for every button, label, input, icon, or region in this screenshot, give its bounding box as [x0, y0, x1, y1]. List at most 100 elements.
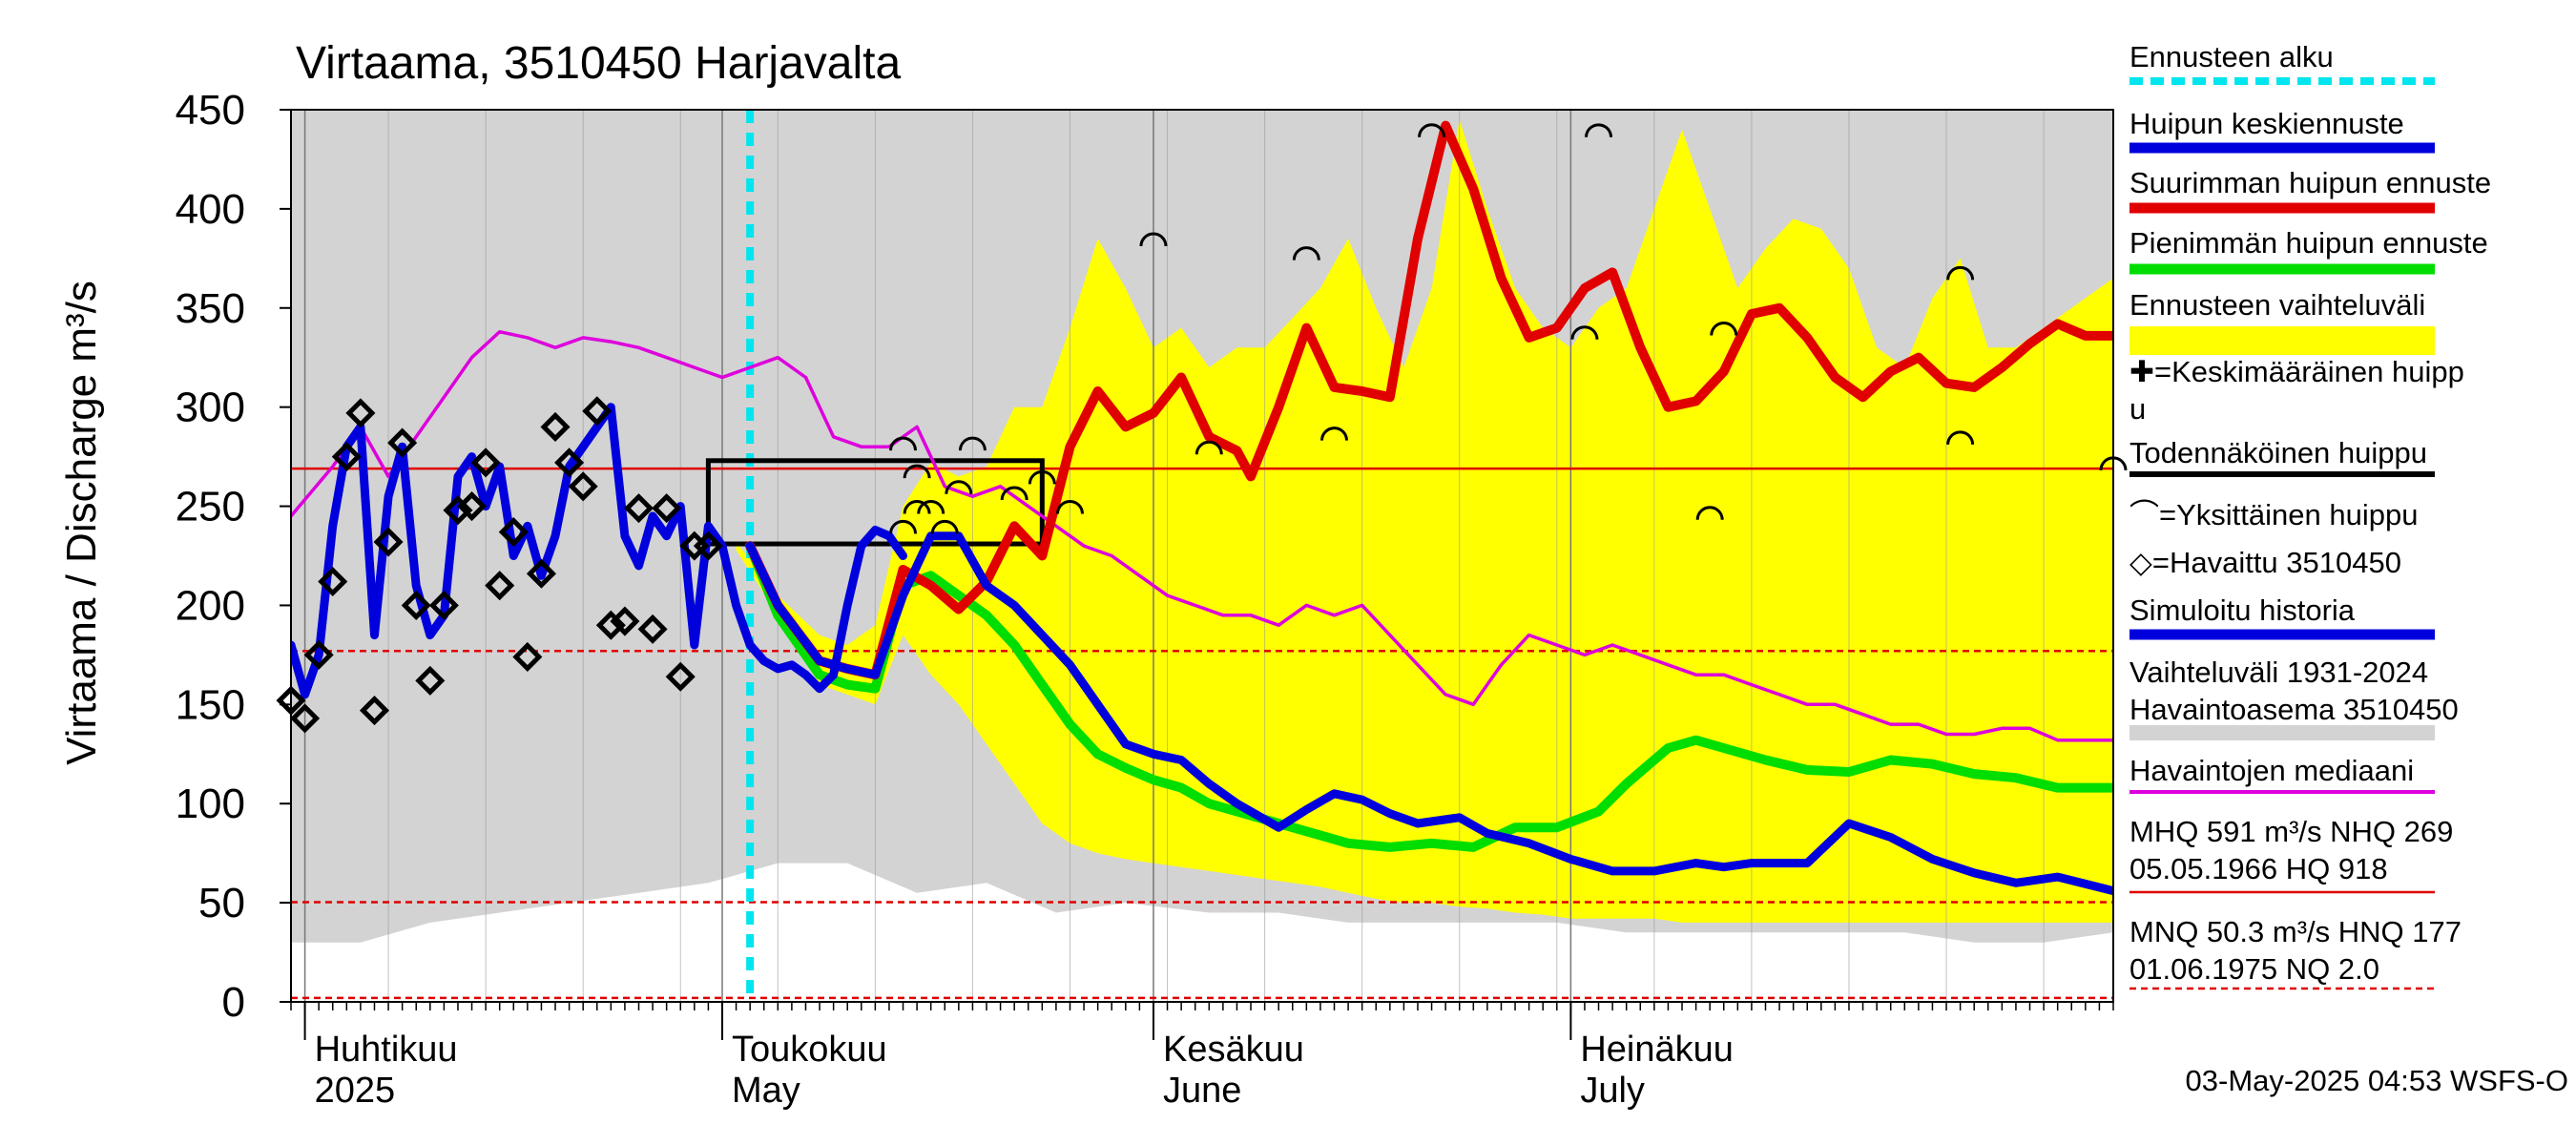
y-tick-label: 200	[176, 582, 245, 629]
observed-point-marker	[540, 411, 571, 442]
legend-max-forecast: Suurimman huipun ennuste	[2129, 166, 2491, 214]
observed-point-marker	[387, 427, 418, 458]
min-peak-forecast-line	[745, 541, 2113, 852]
observed-point-marker	[512, 641, 543, 673]
observed-point-marker	[498, 517, 529, 548]
x-month-label: Heinäkuu	[1580, 1030, 1734, 1070]
legend-label: Suurimman huipun ennuste	[2129, 166, 2491, 199]
x-month-label-en: May	[732, 1071, 800, 1111]
individual-peak-marker	[1055, 500, 1084, 514]
individual-peak-marker	[958, 436, 987, 451]
observed-point-marker	[665, 661, 696, 692]
x-month-label: Huhtikuu	[315, 1030, 458, 1070]
simulated-history-line	[291, 403, 907, 699]
observed-point-marker	[359, 696, 390, 726]
individual-peak-marker	[1320, 427, 1349, 441]
observed-point-marker	[345, 398, 376, 428]
legend-label: 01.06.1975 NQ 2.0	[2129, 952, 2379, 986]
observed-point-marker	[623, 493, 654, 524]
legend-forecast-start: Ennusteen alku	[2129, 40, 2435, 85]
y-tick-label: 400	[176, 186, 245, 233]
y-tick-label: 350	[176, 285, 245, 332]
observed-point-marker	[485, 571, 515, 601]
individual-peak-marker	[1695, 506, 1724, 520]
legend-label: Ennusteen alku	[2129, 40, 2334, 73]
y-tick-label: 150	[176, 681, 245, 728]
legend-label: u	[2129, 392, 2146, 426]
legend-forecast-range: Ennusteen vaihteluväli	[2129, 288, 2435, 355]
chart-title: Virtaama, 3510450 Harjavalta	[296, 38, 901, 89]
x-month-label-en: 2025	[315, 1071, 396, 1111]
individual-peak-marker	[1946, 265, 1975, 281]
individual-peak-marker	[1139, 232, 1168, 247]
gridlines	[303, 110, 2045, 1002]
bands	[291, 110, 2113, 943]
observed-point-marker	[595, 610, 626, 640]
legend-label: Simuloitu historia	[2129, 593, 2356, 627]
individual-peak-marker	[1195, 440, 1223, 455]
individual-peak-marker	[1292, 246, 1320, 260]
forecast-range-band	[736, 119, 2113, 923]
individual-peak-marker	[1946, 430, 1975, 445]
legend-historical-range: Vaihteluväli 1931-2024 Havaintoasema 351…	[2129, 656, 2459, 740]
individual-peak-marker	[1418, 123, 1446, 137]
plot-border	[290, 109, 2114, 1003]
individual-peak-marker	[930, 519, 959, 534]
max-peak-forecast-line	[745, 120, 2113, 680]
observed-point-marker	[652, 493, 682, 524]
individual-peak-marker	[1710, 322, 1738, 336]
y-tick-label: 250	[176, 484, 245, 531]
individual-peak-marker	[945, 480, 973, 494]
individual-peak-marker	[917, 500, 945, 514]
legend-swatch	[2129, 725, 2435, 740]
observed-points	[276, 396, 723, 734]
observed-point-marker	[554, 448, 585, 478]
reference-lines	[291, 467, 2113, 1000]
y-axis: 0 50 100 150 200 250 300 350 400 450	[176, 87, 291, 1026]
legend-label: ✚=Keskimääräinen huipp	[2129, 355, 2464, 388]
x-month-label-en: June	[1163, 1071, 1241, 1111]
observed-point-marker	[693, 531, 723, 561]
series-lines	[291, 120, 2113, 896]
legend-mhq: MHQ 591 m³/s NHQ 269 05.05.1966 HQ 918	[2129, 815, 2453, 894]
median-line	[291, 329, 2113, 742]
legend-label: ◇=Havaittu 3510450	[2129, 546, 2401, 579]
legend-label: Huipun keskiennuste	[2129, 107, 2404, 140]
y-tick-label: 50	[198, 880, 245, 926]
observed-point-marker	[443, 495, 473, 526]
legend-mnq: MNQ 50.3 m³/s HNQ 177 01.06.1975 NQ 2.0	[2129, 915, 2462, 990]
observed-point-marker	[415, 665, 446, 696]
x-month-label: Toukokuu	[732, 1030, 887, 1070]
individual-peak-marker	[903, 464, 931, 479]
legend-label: Havaintoasema 3510450	[2129, 693, 2459, 726]
legend-mean-forecast: Huipun keskiennuste	[2129, 107, 2435, 154]
individual-peak-marker	[1585, 123, 1613, 137]
mean-forecast-line	[745, 531, 2113, 896]
legend-swatch	[2129, 326, 2435, 355]
x-month-label-en: July	[1580, 1071, 1645, 1111]
individual-peak-marker	[889, 519, 918, 534]
observed-point-marker	[318, 566, 348, 597]
observed-point-marker	[401, 590, 431, 620]
x-month-label: Kesäkuu	[1163, 1030, 1304, 1070]
observed-point-marker	[428, 590, 459, 620]
timestamp: 03-May-2025 04:53 WSFS-O	[2186, 1064, 2568, 1097]
legend: Ennusteen alku Huipun keskiennuste Suurimm…	[2129, 40, 2491, 990]
legend-label: MHQ 591 m³/s NHQ 269	[2129, 815, 2453, 848]
legend-observed: ◇=Havaittu 3510450	[2129, 546, 2401, 579]
legend-individual-peak: ⌒=Yksittäinen huippu	[2129, 498, 2418, 531]
y-tick-label: 450	[176, 87, 245, 134]
probable-peak-box	[705, 458, 1045, 547]
legend-min-forecast: Pienimmän huipun ennuste	[2129, 226, 2488, 275]
plot-area	[276, 109, 2128, 1003]
individual-peak-marker	[1570, 325, 1599, 340]
individual-peak-marker	[1028, 469, 1056, 485]
legend-label: MNQ 50.3 m³/s HNQ 177	[2129, 915, 2462, 948]
legend-mean-peak: ✚=Keskimääräinen huipp u	[2129, 355, 2464, 426]
observed-point-marker	[290, 703, 321, 734]
y-axis-label: Virtaama / Discharge m³/s	[58, 281, 105, 765]
observed-point-marker	[610, 606, 640, 636]
individual-peak-marker	[1000, 486, 1028, 501]
